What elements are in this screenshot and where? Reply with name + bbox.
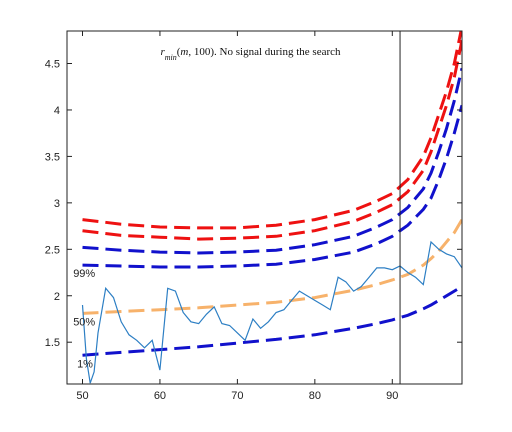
percentile-labels: 99% 50% 1% — [73, 268, 95, 370]
y-tick-label: 3.5 — [45, 151, 60, 163]
x-tick-label: 50 — [76, 390, 88, 402]
y-tick-label: 4 — [54, 105, 60, 117]
percentile-label: 99% — [73, 268, 95, 280]
percentile-label: 50% — [73, 316, 95, 328]
y-tick-label: 2 — [54, 291, 60, 303]
percentile-curve-2 — [82, 39, 462, 241]
y-tick-label: 4.5 — [45, 59, 60, 71]
observed-series — [81, 240, 462, 384]
y-tick-label: 3 — [54, 198, 60, 210]
percentile-curve-3 — [82, 67, 462, 255]
percentile-curve-1 — [82, 31, 462, 230]
x-tick-label: 70 — [231, 390, 243, 402]
y-tick-label: 1.5 — [45, 337, 60, 349]
percentile-label: 1% — [77, 358, 93, 370]
percentile-curve-5 — [82, 218, 462, 315]
observed-line — [81, 240, 462, 384]
y-axis-ticks: 1.5 2 2.5 3 3.5 4 4.5 — [45, 59, 462, 349]
y-tick-label: 2.5 — [45, 244, 60, 256]
plot-frame — [66, 30, 463, 385]
x-tick-label: 60 — [154, 390, 166, 402]
percentile-curve-4 — [82, 104, 462, 269]
x-tick-label: 90 — [386, 390, 398, 402]
chart-title: rmin(m, 100). No signal during the searc… — [160, 46, 341, 62]
x-axis-ticks: 50 60 70 80 90 — [76, 31, 398, 402]
percentile-curve-6 — [82, 285, 462, 357]
x-tick-label: 80 — [309, 390, 321, 402]
percentile-curves — [82, 31, 462, 357]
